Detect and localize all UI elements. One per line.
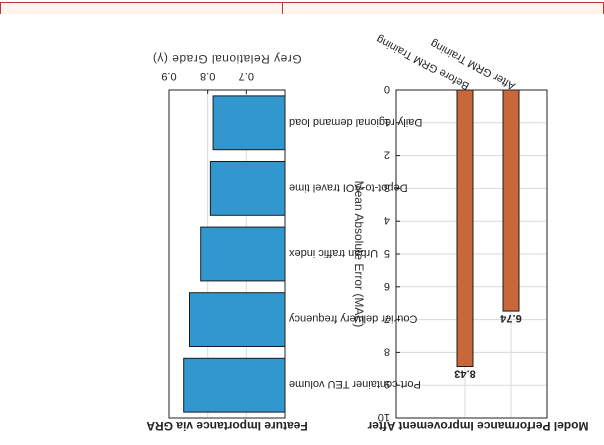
mae-y-tick-labels: 0 1 2 3 4 5 6 7 8 9 10 [378,83,390,423]
gra-bars [183,95,286,413]
gra-x-tick-label: 0.7 [239,70,254,82]
top-table-cell-left [282,2,604,14]
gra-bar [183,357,286,413]
gra-x-tick-label: 0.8 [200,70,215,82]
mae-y-tick-label: 10 [378,411,390,423]
mae-bars [456,89,520,368]
mae-y-tick-label: 1 [384,116,390,128]
mae-y-tick-label: 3 [384,181,390,193]
mae-y-tick-label: 2 [384,149,390,161]
mae-y-tick-label: 0 [384,83,390,95]
mae-category-label: After GRM Training [429,37,518,92]
mae-plot-frame [395,89,548,419]
top-table-cell-right [0,2,283,14]
mae-data-labels: 8.43 6.74 [454,312,521,379]
top-table-strip [0,0,604,14]
gra-bar [212,95,286,151]
gra-x-axis-label: Grey Relational Grade (γ) [152,52,301,66]
mae-bar [456,89,474,368]
mae-y-tick-label: 9 [384,378,390,390]
gra-category-label: Courier delivery frequency [289,313,418,325]
gra-category-label: Port container TEU volume [289,378,421,390]
mae-y-tick-label: 4 [384,214,390,226]
gra-x-tick-label: 0.9 [161,70,176,82]
gra-chart-title: Feature Importance via GRA [146,419,308,433]
mae-y-tick-label: 6 [384,280,390,292]
mae-y-tick-label: 7 [384,313,390,325]
mae-data-label: 6.74 [499,312,521,324]
gra-category-label: Depot-to-AOI travel time [289,181,408,193]
gra-category-labels: Port container TEU volume Courier deliver… [289,116,423,390]
mae-y-tick-label: 8 [384,345,390,357]
gra-bar [200,226,286,282]
mae-data-label: 8.43 [454,368,475,380]
gra-bar [209,161,286,216]
gra-x-tick-labels: 0.7 0.8 0.9 [161,70,254,82]
mae-bar [502,89,520,312]
mae-y-axis-label: Mean Absolute Error (MAE) [352,181,366,328]
gra-bar [188,292,286,347]
gra-category-label: Urban traffic index [289,247,379,259]
gra-category-label: Daily regional demand load [289,116,422,128]
mae-chart-title: Model Performance Improvement After [367,419,588,433]
mae-y-tick-label: 5 [384,247,390,259]
gra-plot-frame [168,89,286,419]
